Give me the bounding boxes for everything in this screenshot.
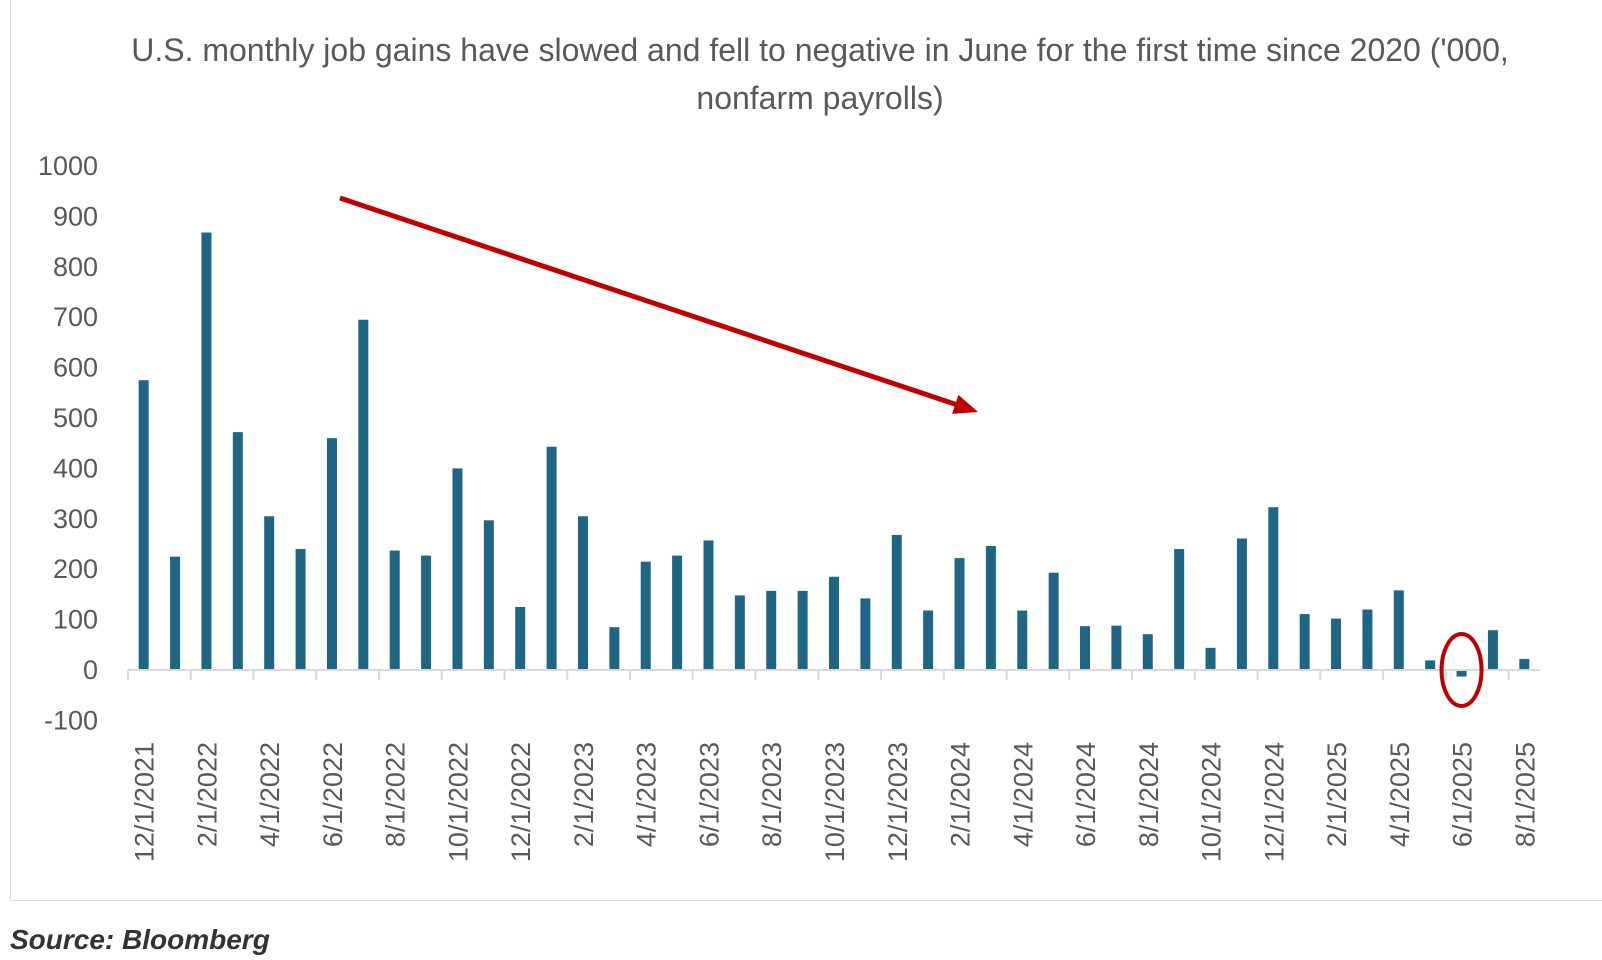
trend-arrow-head <box>952 394 978 414</box>
bar <box>1048 572 1059 670</box>
y-tick-label: 400 <box>53 453 98 483</box>
x-tick-label: 2/1/2024 <box>946 742 976 847</box>
source-note: Source: Bloomberg <box>10 924 270 955</box>
bar <box>546 446 557 670</box>
bar <box>829 576 839 670</box>
x-tick-label: 8/1/2025 <box>1510 742 1540 847</box>
x-tick-label: 2/1/2025 <box>1322 742 1352 847</box>
y-tick-label: 600 <box>53 353 98 383</box>
bar <box>1425 660 1436 670</box>
bar <box>797 590 808 670</box>
y-tick-label: 800 <box>53 252 98 282</box>
x-tick-label: 8/1/2022 <box>381 742 411 847</box>
bar <box>421 555 432 670</box>
bar <box>1017 610 1028 670</box>
x-tick-label: 8/1/2024 <box>1134 742 1164 847</box>
bar <box>295 549 306 670</box>
y-tick-label: 1000 <box>38 151 98 181</box>
x-tick-label: 10/1/2024 <box>1197 742 1227 862</box>
x-tick-label: 6/1/2024 <box>1071 742 1101 847</box>
bar <box>1456 670 1467 677</box>
bar <box>703 540 714 670</box>
bar <box>232 432 243 670</box>
x-tick-label: 12/1/2023 <box>883 742 913 862</box>
bar <box>1362 609 1373 670</box>
bar <box>326 438 337 670</box>
x-tick-label: 6/1/2023 <box>694 742 724 847</box>
bar <box>358 319 369 670</box>
y-tick-label: 100 <box>53 605 98 635</box>
x-tick-label: 10/1/2023 <box>820 742 850 862</box>
bar <box>201 232 212 670</box>
bar <box>1331 618 1342 670</box>
chart-title: U.S. monthly job gains have slowed and f… <box>131 32 1509 116</box>
x-tick-label: 12/1/2022 <box>506 742 536 862</box>
bar <box>577 516 588 670</box>
y-tick-label: 200 <box>53 554 98 584</box>
bar <box>1205 647 1216 670</box>
y-tick-label: 300 <box>53 504 98 534</box>
bar <box>923 610 934 670</box>
bar <box>1142 634 1153 670</box>
bar <box>264 516 275 670</box>
bar <box>609 627 620 670</box>
x-tick-label: 10/1/2022 <box>443 742 473 862</box>
x-tick-label: 4/1/2024 <box>1008 742 1038 847</box>
y-tick-label: 0 <box>83 655 98 685</box>
x-tick-label: 2/1/2022 <box>192 742 222 847</box>
y-tick-label: 700 <box>53 302 98 332</box>
x-tick-label: 2/1/2023 <box>569 742 599 847</box>
y-tick-label: 500 <box>53 403 98 433</box>
trend-arrow-line <box>339 195 963 409</box>
bar <box>640 561 651 670</box>
bar <box>515 607 526 670</box>
bar <box>891 534 902 670</box>
bar <box>860 598 871 670</box>
x-tick-label: 12/1/2024 <box>1259 742 1289 862</box>
bar <box>1080 626 1091 670</box>
bar <box>389 550 400 670</box>
x-tick-label: 4/1/2023 <box>632 742 662 847</box>
bar <box>954 558 965 670</box>
bar <box>672 555 683 670</box>
bar <box>483 520 494 670</box>
x-tick-label: 6/1/2022 <box>318 742 348 847</box>
y-tick-label: -100 <box>44 705 98 735</box>
x-tick-label: 8/1/2023 <box>757 742 787 847</box>
bar <box>138 380 149 670</box>
x-tick-label: 6/1/2025 <box>1448 742 1478 847</box>
x-tick-label: 4/1/2022 <box>255 742 285 847</box>
y-tick-label: 900 <box>53 201 98 231</box>
bar <box>1268 507 1279 670</box>
bar <box>766 590 777 670</box>
bar <box>1174 549 1185 670</box>
x-tick-label: 4/1/2025 <box>1385 742 1415 847</box>
bar <box>1299 614 1310 670</box>
bar <box>170 556 181 670</box>
bar <box>1236 538 1247 670</box>
bar <box>1111 625 1122 670</box>
bar <box>1487 630 1498 670</box>
bar <box>1393 590 1404 670</box>
chart-frame <box>10 0 1602 901</box>
bar <box>734 595 745 670</box>
highlight-ellipse <box>1439 632 1484 708</box>
bar <box>452 468 463 670</box>
bar <box>985 546 996 670</box>
x-tick-label: 12/1/2021 <box>130 742 160 862</box>
bar <box>1519 658 1530 670</box>
